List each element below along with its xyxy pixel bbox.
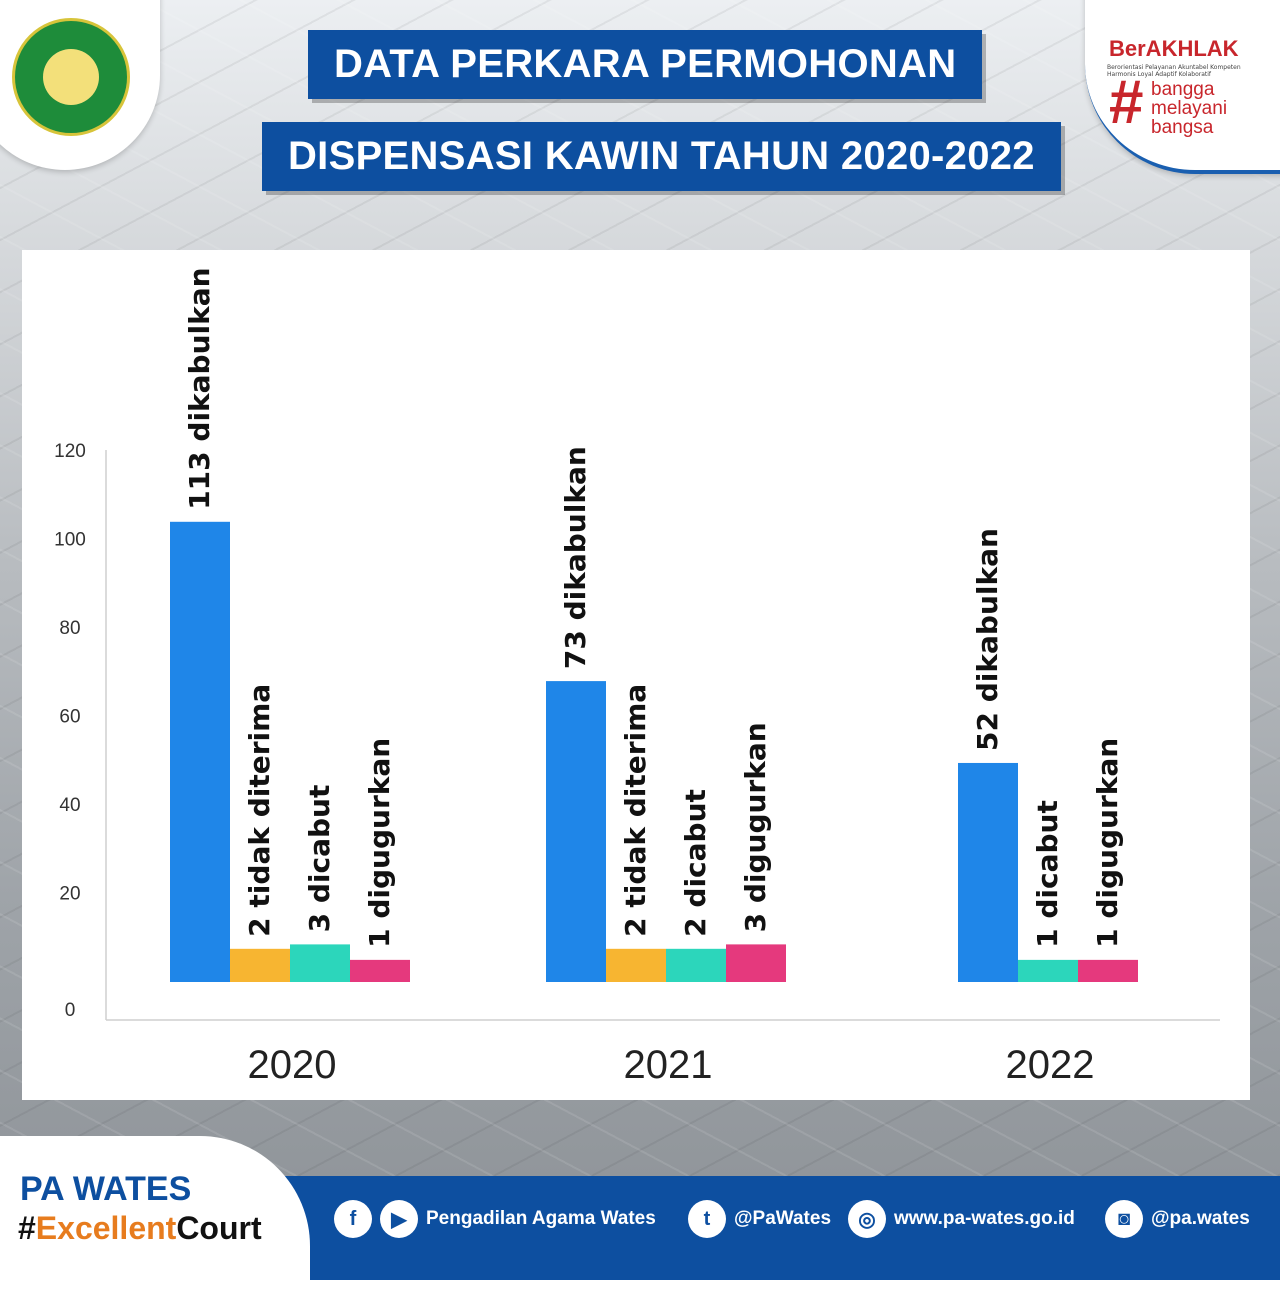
bar-data-label: 1 digugurkan — [1091, 738, 1124, 948]
bar-2021-1 — [606, 948, 666, 982]
brand-name: PA WATES — [20, 1170, 192, 1208]
bar-2020-3 — [350, 959, 410, 982]
social-instagram[interactable]: ◙ @pa.wates — [1105, 1200, 1250, 1238]
facebook-icon: f — [334, 1200, 372, 1238]
title-line-2: DISPENSASI KAWIN TAHUN 2020-2022 — [262, 122, 1061, 191]
social-website[interactable]: ◎ www.pa-wates.go.id — [848, 1200, 1075, 1238]
berakhlak-subtitle: Berorientasi Pelayanan Akuntabel Kompete… — [1107, 64, 1241, 78]
y-tick-label: 20 — [59, 884, 80, 905]
bar-2020-1 — [230, 948, 290, 982]
twitter-icon: t — [688, 1200, 726, 1238]
bar-2022-1 — [1018, 959, 1078, 982]
bar-data-label: 2 tidak diterima — [243, 684, 276, 937]
bar-2020-0 — [170, 521, 230, 982]
bar-chart: 0 20 40 60 80 100 120 113 dikabulkan 2 tidak dit… — [54, 267, 1220, 1087]
bar-data-label: 3 digugurkan — [739, 722, 772, 932]
title-line-1: DATA PERKARA PERMOHONAN — [308, 30, 983, 99]
bar-2021-3 — [726, 944, 786, 982]
y-tick-label: 40 — [59, 795, 80, 816]
bar-data-label: 3 dicabut — [303, 785, 336, 933]
x-category-label: 2022 — [1006, 1043, 1095, 1087]
bar-2021-2 — [666, 948, 726, 982]
chart-panel: 0 20 40 60 80 100 120 113 dikabulkan 2 tidak dit… — [22, 250, 1250, 1100]
bar-2020-2 — [290, 944, 350, 982]
bar-data-label: 52 dikabulkan — [971, 528, 1004, 751]
court-emblem-icon — [12, 18, 130, 136]
x-category-label: 2021 — [624, 1043, 713, 1087]
berakhlak-hash: # — [1109, 68, 1144, 137]
berakhlak-slogan: bangga melayani bangsa — [1151, 79, 1228, 138]
berakhlak-title: BerAKHLAK — [1109, 36, 1239, 61]
y-tick-label: 100 — [54, 530, 86, 551]
y-tick-label: 120 — [54, 441, 86, 462]
social-facebook-youtube[interactable]: f ▶ Pengadilan Agama Wates — [334, 1200, 656, 1238]
bar-2021-0 — [546, 681, 606, 982]
footer-brand: PA WATES #ExcellentCourt — [0, 1136, 310, 1296]
bar-data-label: 1 dicabut — [1031, 800, 1064, 948]
bar-data-label: 2 tidak diterima — [619, 684, 652, 937]
y-tick-label: 0 — [65, 1000, 76, 1021]
y-tick-label: 60 — [59, 707, 80, 728]
bar-2022-2 — [1078, 959, 1138, 982]
bar-data-label: 113 dikabulkan — [183, 267, 216, 509]
social-twitter[interactable]: t @PaWates — [688, 1200, 831, 1238]
bar-data-label: 2 dicabut — [679, 789, 712, 937]
instagram-icon: ◙ — [1105, 1200, 1143, 1238]
globe-icon: ◎ — [848, 1200, 886, 1238]
bar-2022-0 — [958, 762, 1018, 982]
berakhlak-logo: BerAKHLAK Berorientasi Pelayanan Akuntab… — [1085, 0, 1280, 174]
brand-tagline: #ExcellentCourt — [18, 1210, 262, 1246]
x-category-label: 2020 — [248, 1043, 337, 1087]
youtube-icon: ▶ — [380, 1200, 418, 1238]
y-tick-label: 80 — [59, 618, 80, 639]
bar-data-label: 73 dikabulkan — [559, 446, 592, 669]
bar-data-label: 1 digugurkan — [363, 738, 396, 948]
